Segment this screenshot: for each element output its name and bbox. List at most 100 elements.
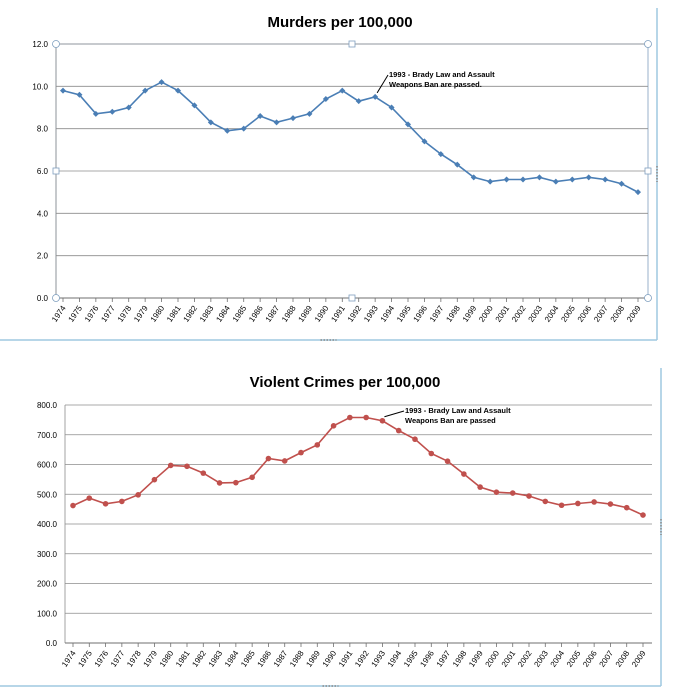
murders-x-tick-label: 2007: [592, 304, 610, 324]
murders-data-point: [224, 127, 231, 134]
violent-x-tick-label: 1981: [174, 649, 192, 669]
violent-x-tick-label: 2001: [500, 649, 518, 669]
violent-x-tick-label: 1983: [207, 649, 225, 669]
violent-x-tick-label: 2005: [565, 649, 583, 669]
murders-data-point: [175, 87, 181, 94]
violent-y-tick-label: 200.0: [37, 580, 58, 589]
violent-y-tick-label: 100.0: [37, 609, 58, 618]
violent-y-tick-label: 600.0: [37, 461, 58, 470]
violent-data-point: [542, 498, 549, 505]
murders-side-resize-handle[interactable]: [348, 294, 356, 302]
violent-data-point: [200, 470, 207, 476]
violent-x-tick-label: 1982: [190, 649, 208, 669]
murders-data-point: [372, 93, 379, 100]
murders-x-tick-label: 1980: [149, 304, 167, 324]
murders-corner-resize-handle[interactable]: [52, 294, 60, 302]
murders-annotation-arrow: [376, 74, 389, 94]
murders-x-tick-label: 1983: [198, 304, 216, 324]
murders-side-resize-handle[interactable]: [52, 167, 60, 175]
murders-data-point: [109, 108, 116, 115]
violent-x-tick-label: 2007: [597, 649, 615, 669]
murders-data-point: [142, 87, 149, 94]
murders-data-point: [207, 119, 214, 126]
murders-chart-svg: Murders per 100,000 0.0 2.0 4.0 6.0 8.0 10.0 12…: [0, 8, 658, 341]
violent-data-point: [412, 436, 418, 443]
murders-data-point: [470, 174, 477, 181]
violent-data-point: [330, 423, 337, 429]
violent-x-tick-label: 1997: [435, 649, 453, 669]
murders-data-point: [520, 176, 526, 183]
violent-x-tick-label: 1996: [418, 649, 436, 669]
violent-data-point: [281, 458, 288, 464]
violent-x-tick-label: 2003: [532, 649, 550, 669]
murders-corner-resize-handle[interactable]: [644, 294, 652, 302]
violent-data-point: [428, 450, 435, 457]
violent-x-tick-label: 2006: [581, 649, 599, 669]
violent-data-point: [135, 492, 141, 498]
violent-x-tick-label: 1994: [386, 649, 404, 669]
murders-side-resize-handle[interactable]: [348, 40, 356, 48]
violent-y-tick-label: 300.0: [37, 550, 58, 559]
violent-data-point: [444, 458, 451, 465]
murders-data-point: [635, 189, 641, 196]
murders-y-tick-label: 4.0: [37, 209, 49, 218]
violent-x-tick-label: 1989: [304, 649, 322, 669]
murders-data-point: [306, 110, 313, 117]
violent-data-point: [249, 474, 255, 481]
violent-y-tick-label: 400.0: [37, 520, 58, 529]
murders-data-point: [487, 178, 494, 185]
violent-chart-title: Violent Crimes per 100,000: [250, 374, 441, 391]
murders-y-tick-label: 12.0: [32, 40, 48, 49]
violent-data-point: [184, 463, 190, 470]
murders-x-tick-label: 1995: [395, 304, 413, 324]
murders-data-point: [76, 91, 83, 98]
murders-x-tick-label: 2001: [494, 304, 512, 324]
murders-data-point: [585, 174, 592, 181]
murders-x-tick-label: 2000: [477, 304, 495, 324]
violent-crimes-chart-svg: Violent Crimes per 100,000 0.0 100.0 200.0 3…: [0, 368, 662, 687]
murders-x-tick-label: 1977: [99, 304, 117, 324]
murders-x-tick-label: 1998: [444, 304, 462, 324]
violent-annotation-text: Weapons Ban are passed: [405, 416, 496, 425]
violent-x-tick-label: 1985: [239, 649, 257, 669]
murders-x-tick-label: 2006: [576, 304, 594, 324]
murders-x-tick-label: 1989: [296, 304, 314, 324]
murders-data-point: [405, 121, 411, 128]
murders-x-tick-label: 1974: [50, 304, 68, 324]
murders-corner-resize-handle[interactable]: [644, 40, 652, 48]
violent-x-tick-label: 1978: [125, 649, 143, 669]
murders-x-tick-label: 1988: [280, 304, 298, 324]
murders-data-point: [454, 161, 461, 168]
violent-data-point: [363, 414, 369, 421]
murders-x-tick-label: 1993: [362, 304, 380, 324]
murders-x-tick-label: 1981: [165, 304, 183, 324]
murders-data-point: [536, 174, 543, 181]
murders-annotation-text: Weapons Ban are passed.: [389, 80, 482, 89]
murders-x-tick-label: 2004: [543, 304, 561, 324]
violent-x-tick-label: 2004: [549, 649, 567, 669]
murders-side-resize-handle[interactable]: [644, 167, 652, 175]
murders-data-point: [125, 104, 132, 111]
murders-x-tick-label: 1994: [379, 304, 397, 324]
violent-x-tick-label: 2002: [516, 649, 534, 669]
violent-data-point: [167, 462, 174, 469]
murders-data-point: [602, 176, 609, 183]
murders-data-point: [240, 125, 247, 132]
violent-data-point: [119, 498, 125, 505]
murders-data-point: [257, 112, 264, 119]
violent-annotation-arrow: [384, 410, 405, 418]
violent-data-point: [86, 495, 93, 501]
violent-series-line: [72, 416, 644, 516]
murders-x-tick-label: 1976: [83, 304, 101, 324]
murders-data-point: [158, 79, 165, 86]
murders-data-point: [273, 119, 280, 126]
violent-data-point: [347, 414, 353, 421]
murders-corner-resize-handle[interactable]: [52, 40, 60, 48]
violent-y-tick-label: 0.0: [46, 639, 58, 648]
murders-x-tick-label: 1992: [346, 304, 364, 324]
violent-x-tick-label: 2008: [614, 649, 632, 669]
violent-x-tick-label: 1990: [321, 649, 339, 669]
murders-data-point: [569, 176, 576, 183]
murders-x-tick-label: 2005: [559, 304, 577, 324]
murders-x-tick-label: 1979: [132, 304, 150, 324]
